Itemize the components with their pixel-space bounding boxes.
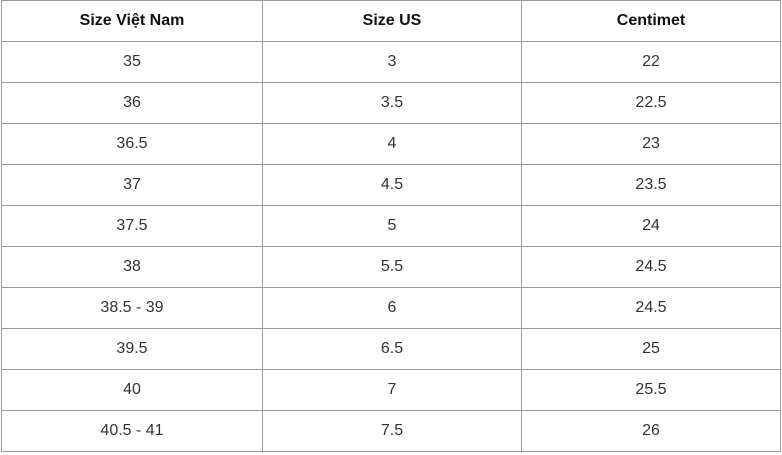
cell-centimet: 22.5 [521, 82, 781, 124]
table-row: 36 3.5 22.5 [1, 82, 781, 124]
table-row: 40.5 - 41 7.5 26 [1, 410, 781, 452]
cell-size-vietnam: 40.5 - 41 [1, 410, 263, 452]
table-row: 38 5.5 24.5 [1, 246, 781, 288]
cell-size-us: 3 [262, 41, 522, 83]
cell-size-us: 5 [262, 205, 522, 247]
header-size-vietnam: Size Việt Nam [1, 0, 263, 42]
cell-size-vietnam: 40 [1, 369, 263, 411]
cell-size-vietnam: 36.5 [1, 123, 263, 165]
table-row: 37 4.5 23.5 [1, 164, 781, 206]
cell-size-us: 5.5 [262, 246, 522, 288]
cell-centimet: 23 [521, 123, 781, 165]
cell-centimet: 22 [521, 41, 781, 83]
table-row: 37.5 5 24 [1, 205, 781, 247]
table-header: Size Việt Nam Size US Centimet [1, 0, 781, 42]
table-row: 38.5 - 39 6 24.5 [1, 287, 781, 329]
cell-centimet: 24.5 [521, 246, 781, 288]
cell-centimet: 23.5 [521, 164, 781, 206]
cell-size-us: 4.5 [262, 164, 522, 206]
cell-size-vietnam: 38.5 - 39 [1, 287, 263, 329]
cell-size-us: 4 [262, 123, 522, 165]
cell-size-vietnam: 37.5 [1, 205, 263, 247]
cell-centimet: 24 [521, 205, 781, 247]
cell-centimet: 26 [521, 410, 781, 452]
cell-size-vietnam: 38 [1, 246, 263, 288]
cell-centimet: 25 [521, 328, 781, 370]
cell-size-us: 6.5 [262, 328, 522, 370]
cell-size-us: 6 [262, 287, 522, 329]
cell-size-us: 3.5 [262, 82, 522, 124]
table-row: 40 7 25.5 [1, 369, 781, 411]
table-row: 35 3 22 [1, 41, 781, 83]
cell-centimet: 24.5 [521, 287, 781, 329]
cell-size-vietnam: 37 [1, 164, 263, 206]
table-row: 36.5 4 23 [1, 123, 781, 165]
header-row: Size Việt Nam Size US Centimet [1, 0, 781, 42]
cell-centimet: 25.5 [521, 369, 781, 411]
cell-size-us: 7.5 [262, 410, 522, 452]
table-row: 39.5 6.5 25 [1, 328, 781, 370]
table-body: 35 3 22 36 3.5 22.5 36.5 4 23 37 4.5 23.… [1, 41, 781, 452]
cell-size-vietnam: 35 [1, 41, 263, 83]
cell-size-vietnam: 36 [1, 82, 263, 124]
header-centimet: Centimet [521, 0, 781, 42]
header-size-us: Size US [262, 0, 522, 42]
cell-size-vietnam: 39.5 [1, 328, 263, 370]
cell-size-us: 7 [262, 369, 522, 411]
